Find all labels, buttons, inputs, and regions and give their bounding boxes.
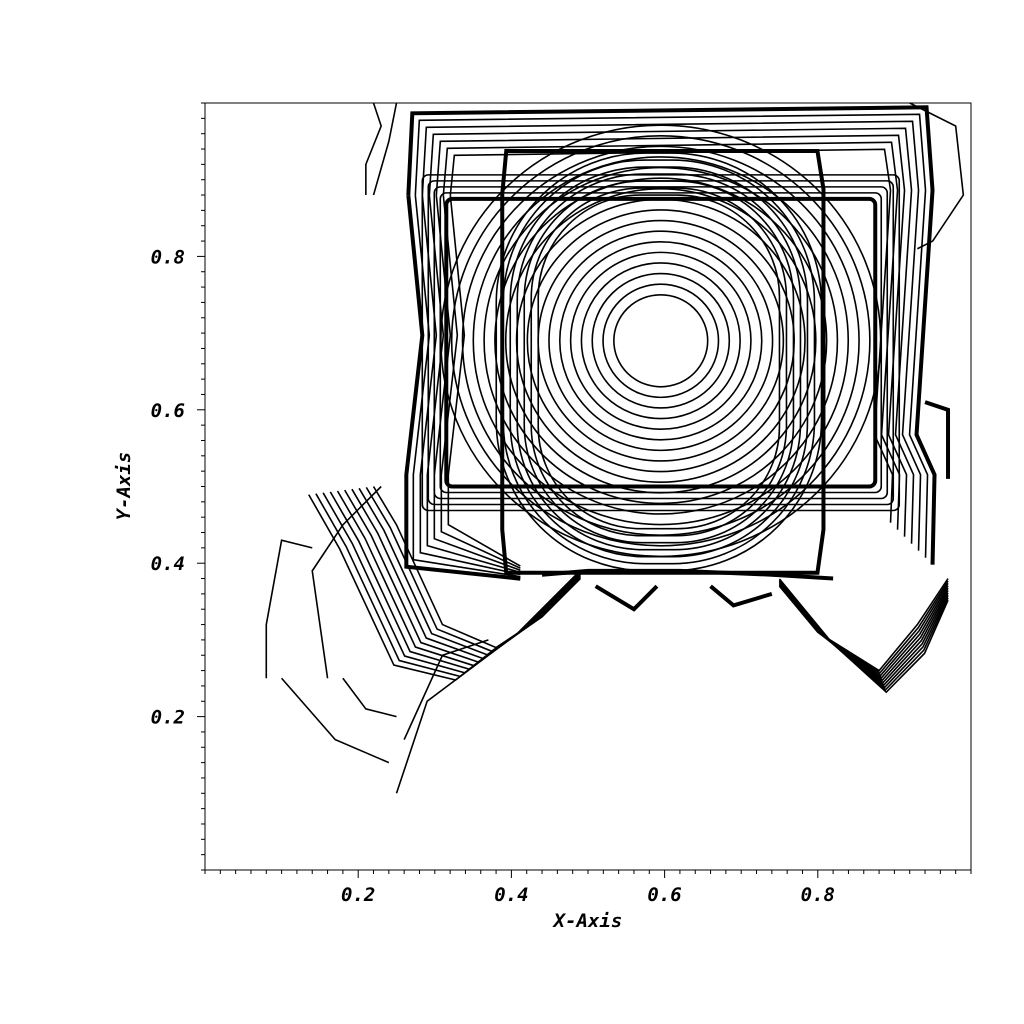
contour-notch-right — [709, 584, 773, 608]
contour-outer-bottom — [541, 568, 834, 581]
y-axis-ticks — [197, 102, 205, 871]
contour-outer-band-left — [412, 195, 521, 578]
contour-circle — [569, 251, 752, 430]
contour-circle — [602, 283, 720, 399]
contour-circle — [580, 262, 741, 420]
contour-top-right-curve — [909, 102, 965, 250]
contour-lower-right-lobe — [778, 580, 949, 675]
contour-outer-band-left — [404, 195, 521, 581]
x-axis-label: X-Axis — [552, 910, 623, 932]
contour-circle — [526, 209, 795, 473]
contour-circle — [548, 230, 774, 452]
contour-top-left-arc — [365, 102, 383, 196]
contour-rounded-square — [495, 152, 823, 572]
x-axis-tick-labels: 0.2 0.4 0.6 0.8 — [341, 884, 835, 906]
contour-outer-band-left — [447, 195, 521, 567]
contour-lower-left-lobe — [308, 494, 581, 681]
contour-circle — [450, 134, 871, 547]
contour-tail — [311, 485, 382, 679]
contour-top-left-arc — [372, 102, 398, 196]
contour-outer-band — [406, 105, 937, 565]
contour-outer-band-left — [419, 195, 521, 576]
contour-circle — [613, 293, 709, 388]
contour-right-edge — [924, 400, 951, 479]
contour-circle — [494, 177, 828, 505]
contour-circle — [558, 240, 763, 441]
contour-lines — [265, 102, 965, 794]
contour-lower-left-lobe — [336, 490, 581, 667]
contour-rounded-square — [530, 187, 788, 537]
contour-tail — [280, 677, 390, 764]
contour-inner-square-border — [500, 149, 826, 575]
contour-rounded-square — [509, 166, 809, 558]
contour-lower-right-lobe — [778, 582, 949, 682]
contour-outer-band — [428, 127, 915, 544]
contour-outer-band-left — [433, 195, 521, 572]
x-tick-label: 0.6 — [647, 884, 681, 906]
contour-outer-band — [435, 134, 908, 537]
contour-circle — [472, 156, 850, 526]
x-tick-label: 0.4 — [494, 884, 528, 906]
x-axis-ticks — [204, 870, 972, 878]
x-tick-label: 0.8 — [801, 884, 835, 906]
y-tick-label: 0.6 — [151, 400, 185, 422]
contour-mid-square — [444, 196, 878, 489]
contour-outer-band-left — [440, 195, 521, 569]
contour-rounded-square — [537, 194, 781, 530]
contour-notch-left — [594, 584, 659, 612]
y-axis-label: Y-Axis — [113, 452, 135, 521]
contour-tail — [265, 539, 313, 679]
y-tick-label: 0.2 — [151, 707, 185, 729]
contour-outer-band — [442, 141, 901, 530]
contour-tail — [342, 677, 397, 718]
contour-rounded-square — [516, 173, 802, 551]
contour-outer-band — [449, 148, 894, 523]
contour-circle — [591, 272, 731, 409]
contour-outer-band — [414, 113, 929, 558]
contour-outer-band — [421, 120, 922, 551]
contour-outer-band-left — [426, 195, 521, 574]
contour-mid-square — [421, 174, 901, 512]
x-tick-label: 0.2 — [341, 884, 375, 906]
y-axis-tick-labels: 0.2 0.4 0.6 0.8 — [151, 246, 185, 728]
contour-lower-right-lobe — [778, 578, 949, 694]
y-tick-label: 0.4 — [151, 553, 185, 575]
contour-tail — [403, 639, 489, 740]
contour-circle — [537, 219, 785, 462]
contour-tail — [395, 677, 459, 794]
y-tick-label: 0.8 — [151, 246, 185, 268]
